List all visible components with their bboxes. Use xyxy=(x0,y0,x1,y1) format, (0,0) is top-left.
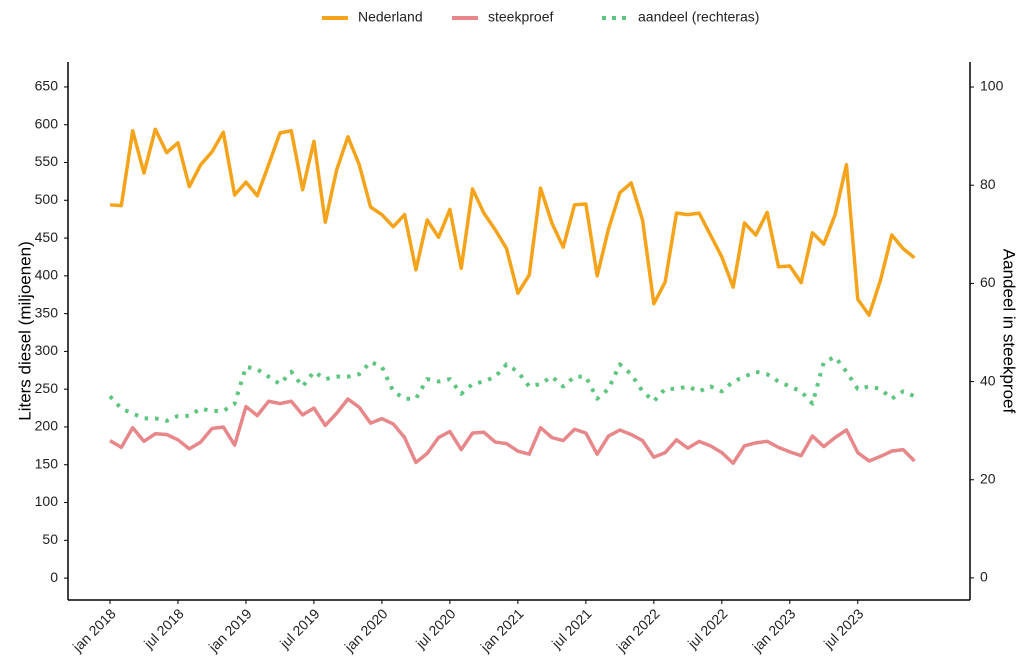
y2-tick-label: 40 xyxy=(980,372,996,388)
x-tick-label: jul 2021 xyxy=(548,605,595,652)
y-tick-label: 400 xyxy=(35,267,59,283)
x-tick-label: jan 2018 xyxy=(69,605,119,655)
y-tick-label: 100 xyxy=(35,493,59,509)
y2-tick-label: 80 xyxy=(980,176,996,192)
y-tick-label: 550 xyxy=(35,153,59,169)
y2-axis-title: Aandeel in steekproef xyxy=(1000,249,1019,414)
x-tick-label: jan 2019 xyxy=(205,605,255,655)
series-line xyxy=(109,127,916,317)
series-line xyxy=(108,355,916,423)
legend-label: steekproef xyxy=(488,9,553,25)
y-axis-title: Liters diesel (miljoenen) xyxy=(15,241,34,421)
x-tick-label: jan 2020 xyxy=(341,605,391,655)
y-tick-label: 350 xyxy=(35,304,59,320)
y-tick-label: 150 xyxy=(35,455,59,471)
series-line xyxy=(109,397,916,465)
y2-tick-label: 100 xyxy=(980,78,1004,94)
y-tick-label: 250 xyxy=(35,380,59,396)
x-tick-label: jul 2023 xyxy=(820,605,867,652)
x-tick-label: jul 2022 xyxy=(684,605,731,652)
y-tick-label: 300 xyxy=(35,342,59,358)
y2-tick-label: 60 xyxy=(980,274,996,290)
legend-label: aandeel (rechteras) xyxy=(638,9,759,25)
y-tick-label: 50 xyxy=(42,531,58,547)
legend: Nederland steekproef aandeel (rechteras) xyxy=(322,9,759,25)
y2-tick-label: 20 xyxy=(980,470,996,486)
x-tick-label: jan 2023 xyxy=(749,605,799,655)
x-tick-label: jan 2021 xyxy=(477,605,527,655)
y-tick-label: 650 xyxy=(35,78,59,94)
y2-tick-label: 0 xyxy=(980,569,988,585)
x-tick-label: jul 2018 xyxy=(140,605,187,652)
y-tick-label: 200 xyxy=(35,418,59,434)
legend-label: Nederland xyxy=(358,9,423,25)
x-tick-label: jan 2022 xyxy=(613,605,663,655)
y-tick-label: 0 xyxy=(50,569,58,585)
y-tick-label: 500 xyxy=(35,191,59,207)
y-tick-label: 450 xyxy=(35,229,59,245)
x-tick-label: jul 2019 xyxy=(276,605,323,652)
y-tick-label: 600 xyxy=(35,115,59,131)
x-tick-label: jul 2020 xyxy=(412,605,459,652)
